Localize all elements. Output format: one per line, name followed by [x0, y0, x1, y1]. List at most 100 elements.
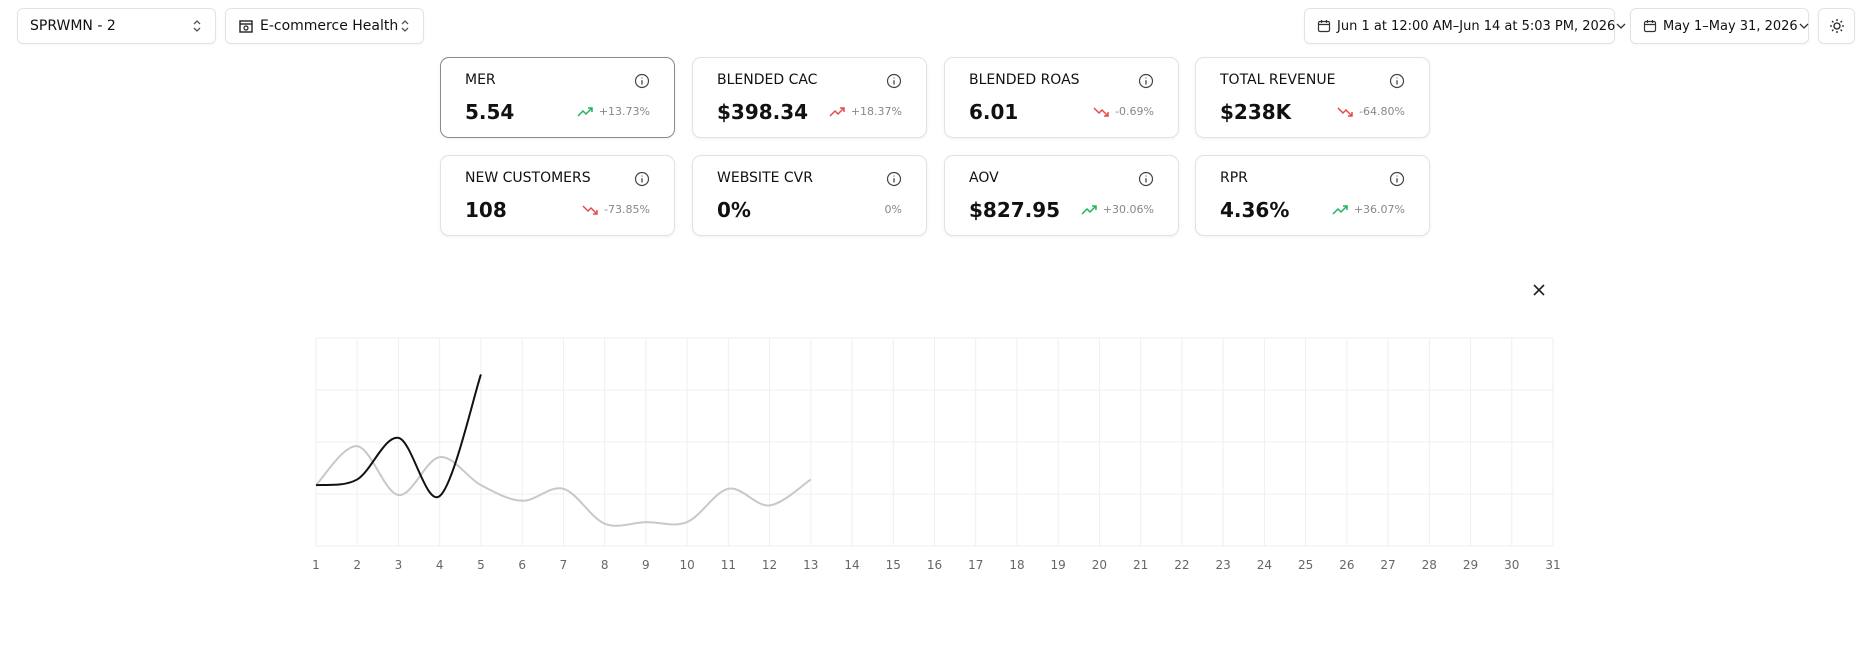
kpi-value: $398.34 — [717, 100, 809, 124]
kpi-change: 0% — [885, 203, 902, 216]
trend-icon — [1081, 204, 1097, 215]
x-tick-label: 23 — [1215, 558, 1230, 572]
chevron-icon — [193, 20, 201, 32]
series-line — [315, 374, 482, 499]
kpi-value: 6.01 — [969, 100, 1019, 124]
kpi-card[interactable]: WEBSITE CVR 0% 0% — [692, 155, 927, 236]
x-tick-label: 12 — [762, 558, 777, 572]
x-tick-label: 17 — [968, 558, 983, 572]
x-tick-label: 18 — [1009, 558, 1024, 572]
x-tick-label: 14 — [844, 558, 859, 572]
kpi-card[interactable]: NEW CUSTOMERS 108 -73.85% — [440, 155, 675, 236]
x-tick-label: 5 — [477, 558, 485, 572]
x-tick-label: 20 — [1092, 558, 1107, 572]
account-select[interactable]: SPRWMN - 2 — [17, 8, 216, 44]
kpi-value: 108 — [465, 198, 507, 222]
x-tick-label: 25 — [1298, 558, 1313, 572]
sun-icon — [1829, 19, 1844, 33]
trend-arrow — [582, 204, 598, 215]
kpi-title: RPR — [1220, 170, 1248, 186]
date-range-label: Jun 1 at 12:00 AM–Jun 14 at 5:03 PM, 202… — [1337, 18, 1616, 34]
dashboard-label: E-commerce Health — [260, 18, 399, 34]
kpi-change: -0.69% — [1093, 105, 1154, 118]
trend-arrow — [1081, 204, 1097, 215]
trend-icon — [1332, 204, 1348, 215]
kpi-title: WEBSITE CVR — [717, 170, 813, 186]
theme-toggle[interactable] — [1818, 8, 1855, 44]
dashboard-select[interactable]: E-commerce Health — [225, 8, 424, 44]
x-tick-label: 2 — [353, 558, 361, 572]
x-tick-label: 28 — [1422, 558, 1437, 572]
x-tick-label: 10 — [679, 558, 694, 572]
kpi-card[interactable]: MER 5.54 +13.73% — [440, 57, 675, 138]
trend-arrow — [1093, 106, 1109, 117]
info-circle — [1138, 73, 1154, 89]
kpi-change: -73.85% — [582, 203, 650, 216]
x-tick-label: 31 — [1545, 558, 1560, 572]
kpi-title: BLENDED CAC — [717, 72, 818, 88]
date-range-button[interactable]: Jun 1 at 12:00 AM–Jun 14 at 5:03 PM, 202… — [1304, 8, 1626, 44]
kpi-change: +30.06% — [1081, 203, 1154, 216]
close-button[interactable] — [1531, 282, 1547, 298]
info-icon — [1389, 73, 1405, 89]
info-icon — [886, 73, 902, 89]
x-tick-label: 7 — [560, 558, 568, 572]
info-circle — [634, 73, 650, 89]
trend-arrow — [829, 106, 845, 117]
kpi-title: NEW CUSTOMERS — [465, 170, 591, 186]
x-tick-label: 4 — [436, 558, 444, 572]
kpi-title: BLENDED ROAS — [969, 72, 1080, 88]
x-tick-label: 29 — [1463, 558, 1478, 572]
kpi-change-value: +36.07% — [1353, 203, 1405, 216]
compare-range-button[interactable]: May 1–May 31, 2026 — [1630, 8, 1809, 44]
x-tick-label: 15 — [886, 558, 901, 572]
kpi-change: +18.37% — [829, 105, 902, 118]
info-icon — [1389, 171, 1405, 187]
kpi-card[interactable]: RPR 4.36% +36.07% — [1195, 155, 1430, 236]
x-tick-label: 1 — [312, 558, 320, 572]
kpi-change-value: -64.80% — [1359, 105, 1405, 118]
info-circle — [886, 171, 902, 187]
kpi-value: $238K — [1220, 100, 1292, 124]
kpi-title: MER — [465, 72, 496, 88]
account-label: SPRWMN - 2 — [30, 18, 116, 34]
compare-range-label: May 1–May 31, 2026 — [1663, 18, 1798, 34]
kpi-card[interactable]: TOTAL REVENUE $238K -64.80% — [1195, 57, 1430, 138]
x-tick-label: 22 — [1174, 558, 1189, 572]
chevron-down — [1616, 23, 1626, 29]
kpi-change: +13.73% — [577, 105, 650, 118]
kpi-title: AOV — [969, 170, 999, 186]
kpi-card[interactable]: BLENDED ROAS 6.01 -0.69% — [944, 57, 1179, 138]
x-tick-label: 21 — [1133, 558, 1148, 572]
kpi-change-value: +13.73% — [598, 105, 650, 118]
kpi-card[interactable]: BLENDED CAC $398.34 +18.37% — [692, 57, 927, 138]
info-icon — [634, 171, 650, 187]
info-circle — [886, 73, 902, 89]
kpi-value: 0% — [717, 198, 751, 222]
trend-icon — [829, 106, 845, 117]
x-tick-label: 3 — [395, 558, 403, 572]
info-circle — [1138, 171, 1154, 187]
info-icon — [634, 73, 650, 89]
trend-arrow — [577, 106, 593, 117]
kpi-change-value: +18.37% — [850, 105, 902, 118]
x-tick-label: 19 — [1051, 558, 1066, 572]
x-tick-label: 9 — [642, 558, 650, 572]
x-tick-label: 26 — [1339, 558, 1354, 572]
trend-icon — [582, 204, 598, 215]
trend-icon — [577, 106, 593, 117]
info-icon — [886, 171, 902, 187]
chevron-down — [1799, 23, 1809, 29]
kpi-title: TOTAL REVENUE — [1220, 72, 1336, 88]
x-tick-label: 6 — [518, 558, 526, 572]
x-tick-label: 8 — [601, 558, 609, 572]
calendar-icon — [1317, 20, 1331, 33]
series-line — [315, 445, 812, 527]
info-circle — [634, 171, 650, 187]
info-icon — [1138, 171, 1154, 187]
trend-arrow — [1337, 106, 1353, 117]
trend-arrow — [1332, 204, 1348, 215]
trend-icon — [1093, 106, 1109, 117]
kpi-card[interactable]: AOV $827.95 +30.06% — [944, 155, 1179, 236]
